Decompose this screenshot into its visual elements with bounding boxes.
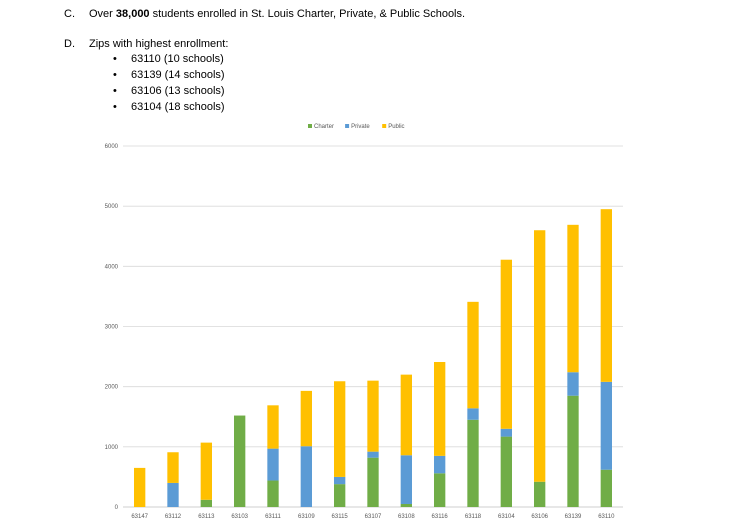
bar-segment-public [534, 230, 546, 482]
bullet-icon: • [113, 85, 117, 97]
y-tick-label: 5000 [105, 204, 119, 210]
bar-segment-private [267, 448, 279, 481]
bar-segment-charter [234, 415, 246, 507]
legend-swatch [382, 124, 387, 128]
bar-segment-charter [534, 481, 546, 507]
x-tick-label: 63111 [265, 514, 281, 520]
bar-segment-public [300, 390, 312, 447]
bar-segment-public [467, 301, 479, 409]
item-c-text-bold: 38,000 [115, 8, 150, 20]
item-c-marker: C. [64, 8, 75, 20]
bar-segment-public [567, 224, 579, 373]
bar-segment-public [367, 380, 379, 452]
bullet-icon: • [113, 69, 117, 81]
bar-segment-private [567, 372, 579, 396]
y-tick-label: 3000 [105, 325, 119, 331]
bullet-icon: • [113, 101, 117, 113]
bar-segment-public [500, 259, 512, 429]
x-tick-label: 63113 [198, 514, 215, 520]
bar-segment-public [434, 361, 446, 456]
legend-swatch [308, 124, 312, 128]
bar-segment-private [500, 428, 512, 437]
bar-segment-private [400, 455, 412, 504]
bullet-item: 63104 (18 schools) [131, 101, 225, 113]
bar-segment-public [134, 467, 146, 507]
x-tick-label: 63108 [398, 514, 415, 520]
x-tick-label: 63115 [332, 514, 349, 520]
bullet-item: 63110 (10 schools) [131, 53, 224, 65]
item-d-marker: D. [64, 38, 75, 50]
legend-label: Public [388, 124, 404, 130]
legend-label: Private [351, 124, 370, 130]
bar-segment-charter [267, 480, 279, 507]
bar-segment-private [300, 446, 312, 507]
bar-segment-charter [367, 457, 379, 507]
x-tick-label: 63116 [432, 514, 449, 520]
item-c-text-before: Over [89, 8, 116, 20]
bullet-item: 63106 (13 schools) [131, 85, 225, 97]
y-tick-label: 1000 [105, 445, 119, 451]
x-tick-label: 63118 [465, 514, 482, 520]
x-tick-label: 63103 [231, 514, 248, 520]
bar-segment-public [334, 381, 346, 477]
bar-segment-public [200, 442, 212, 500]
bar-segment-private [167, 482, 179, 507]
bar-segment-private [600, 381, 612, 470]
bar-segment-charter [600, 469, 612, 507]
item-c-text: Over 38,000 students enrolled in St. Lou… [89, 8, 465, 20]
bar-segment-charter [567, 395, 579, 507]
bar-segment-charter [334, 484, 346, 507]
x-tick-label: 63107 [365, 514, 382, 520]
bar-segment-private [334, 476, 346, 485]
item-c-text-after: students enrolled in St. Louis Charter, … [149, 8, 466, 20]
x-tick-label: 63106 [531, 514, 548, 520]
bar-segment-charter [500, 436, 512, 507]
item-d-text: Zips with highest enrollment: [89, 38, 229, 50]
legend-swatch [345, 124, 350, 128]
bullet-icon: • [113, 53, 117, 65]
y-tick-label: 0 [115, 505, 119, 511]
x-tick-label: 63110 [598, 514, 615, 520]
bullet-item: 63139 (14 schools) [131, 69, 225, 81]
y-tick-label: 2000 [105, 385, 119, 391]
bar-segment-private [467, 408, 479, 420]
bar-segment-charter [434, 473, 446, 507]
y-tick-label: 4000 [105, 264, 119, 270]
bar-segment-charter [400, 503, 412, 507]
bar-segment-public [267, 405, 279, 449]
x-tick-label: 63109 [298, 514, 315, 520]
x-tick-label: 63147 [131, 514, 148, 520]
bar-segment-public [400, 374, 412, 456]
bar-segment-charter [200, 499, 212, 507]
bar-segment-charter [467, 419, 479, 507]
x-tick-label: 63104 [498, 514, 515, 520]
bar-segment-public [600, 209, 612, 382]
legend-label: Charter [314, 124, 334, 130]
y-tick-label: 6000 [105, 144, 119, 150]
x-tick-label: 63139 [565, 514, 582, 520]
bar-segment-public [167, 452, 179, 483]
bar-segment-private [434, 455, 446, 474]
bar-segment-private [367, 451, 379, 458]
x-tick-label: 63112 [165, 514, 182, 520]
